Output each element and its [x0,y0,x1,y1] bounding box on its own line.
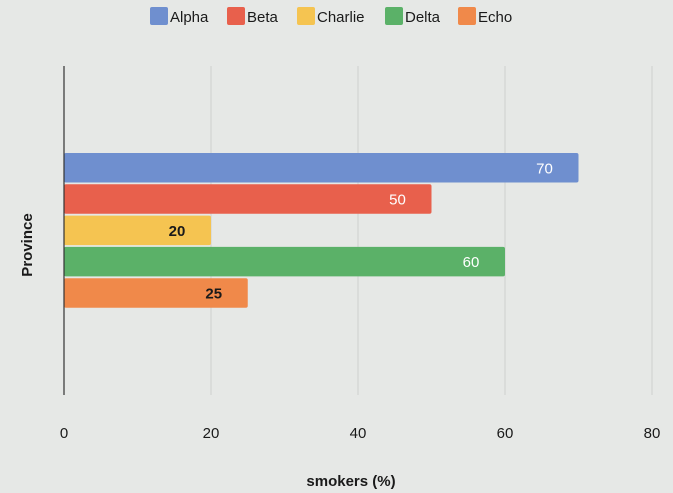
legend-label-echo: Echo [478,9,512,26]
gridlines [210,66,653,395]
legend: Alpha Beta Charlie Delta Echo [150,7,512,26]
bars: 70 50 20 60 25 [64,153,579,308]
legend-label-beta: Beta [247,9,279,26]
x-tick-label: 40 [350,425,367,442]
bar-delta [64,246,505,277]
x-tick-label: 80 [644,425,661,442]
data-label-beta: 50 [389,192,406,209]
bar-alpha [64,153,579,183]
data-label-delta: 60 [463,254,480,271]
y-axis-title: Province [19,213,36,276]
x-axis-title: smokers (%) [306,473,395,490]
data-label-alpha: 70 [536,160,553,177]
x-tick-labels: 0 20 40 60 80 [60,425,661,442]
data-label-charlie: 20 [169,223,186,240]
legend-label-delta: Delta [405,9,441,26]
legend-label-alpha: Alpha [170,9,209,26]
legend-swatch-charlie [297,7,315,25]
bar-echo [64,278,248,308]
legend-swatch-alpha [150,7,168,25]
x-tick-label: 20 [203,425,220,442]
x-tick-label: 60 [497,425,514,442]
legend-swatch-echo [458,7,476,25]
x-tick-label: 0 [60,425,68,442]
legend-swatch-beta [227,7,245,25]
legend-swatch-delta [385,7,403,25]
bar-beta [64,184,432,214]
legend-label-charlie: Charlie [317,9,365,26]
bar-charlie [64,215,211,246]
data-label-echo: 25 [205,285,222,302]
